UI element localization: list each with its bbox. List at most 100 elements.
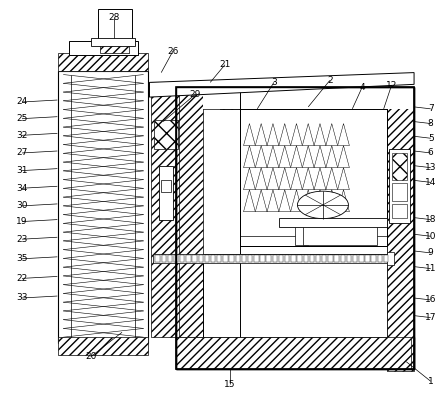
Bar [334,255,339,262]
Bar [223,255,228,262]
Bar [203,87,414,337]
Bar [303,255,308,262]
Bar [168,255,172,262]
Polygon shape [303,168,314,190]
Text: 35: 35 [16,254,28,263]
Bar [392,153,407,180]
Bar [180,255,184,262]
Bar [384,255,388,262]
Bar [176,337,411,369]
Bar [211,255,215,262]
Bar [154,120,178,149]
Text: 24: 24 [16,97,28,107]
Text: 10: 10 [425,232,436,241]
Bar [295,227,308,245]
Text: 20: 20 [85,352,97,361]
Polygon shape [279,146,291,168]
Bar [248,255,253,262]
Bar [389,149,410,223]
Bar [91,38,135,46]
Text: 15: 15 [224,380,236,389]
Polygon shape [149,73,414,97]
Bar [242,255,246,262]
Polygon shape [255,124,267,146]
Bar [347,255,351,262]
Bar [198,255,203,262]
Bar [310,255,314,262]
Polygon shape [326,168,338,190]
Bar [101,41,129,53]
Polygon shape [267,124,279,146]
Bar [240,109,387,246]
Polygon shape [291,190,303,212]
Polygon shape [255,146,267,168]
Polygon shape [267,146,279,168]
Text: 21: 21 [219,60,231,69]
Polygon shape [291,124,303,146]
Polygon shape [303,146,314,168]
Bar [159,166,173,219]
Bar [176,337,411,369]
Bar [176,87,414,369]
Text: 19: 19 [16,217,28,226]
Polygon shape [255,168,267,190]
Bar [387,87,414,371]
Bar [152,82,179,337]
Polygon shape [244,146,255,168]
Text: 29: 29 [190,90,201,99]
Text: 12: 12 [386,81,397,90]
Bar [359,255,364,262]
Bar [303,227,377,245]
Text: 28: 28 [109,13,120,22]
Bar [267,255,271,262]
Bar [328,255,333,262]
Bar [260,255,265,262]
Bar [203,254,387,337]
Text: 2: 2 [327,76,333,85]
Polygon shape [244,190,255,212]
Bar [279,217,387,227]
Polygon shape [244,168,255,190]
Bar [341,255,345,262]
Bar [272,255,277,262]
Polygon shape [291,146,303,168]
Ellipse shape [297,191,348,219]
Text: 7: 7 [428,105,434,113]
Bar [279,255,283,262]
Bar [203,87,414,109]
Bar [297,255,302,262]
Bar [353,255,358,262]
Polygon shape [255,190,267,212]
Bar [387,252,394,265]
Text: 3: 3 [271,78,277,87]
Text: 27: 27 [16,148,28,158]
Bar [377,255,382,262]
Polygon shape [279,190,291,212]
Bar [229,255,234,262]
Bar [392,183,407,201]
Text: 18: 18 [425,215,436,224]
Polygon shape [314,146,326,168]
Text: 22: 22 [16,274,28,283]
Bar [186,255,190,262]
Text: 14: 14 [425,178,436,187]
Text: 4: 4 [359,83,365,92]
Bar [153,254,393,263]
Polygon shape [303,124,314,146]
Polygon shape [338,124,350,146]
Polygon shape [338,168,350,190]
Polygon shape [279,168,291,190]
Text: 11: 11 [425,264,436,273]
Polygon shape [314,190,326,212]
Bar [162,255,166,262]
Text: 1: 1 [428,377,434,386]
Bar [205,255,209,262]
Bar [220,87,414,109]
Bar [155,255,160,262]
Text: 26: 26 [167,47,179,55]
Text: 31: 31 [16,166,28,175]
Polygon shape [279,124,291,146]
Text: 34: 34 [16,184,28,193]
Bar [192,255,197,262]
Bar [285,255,289,262]
